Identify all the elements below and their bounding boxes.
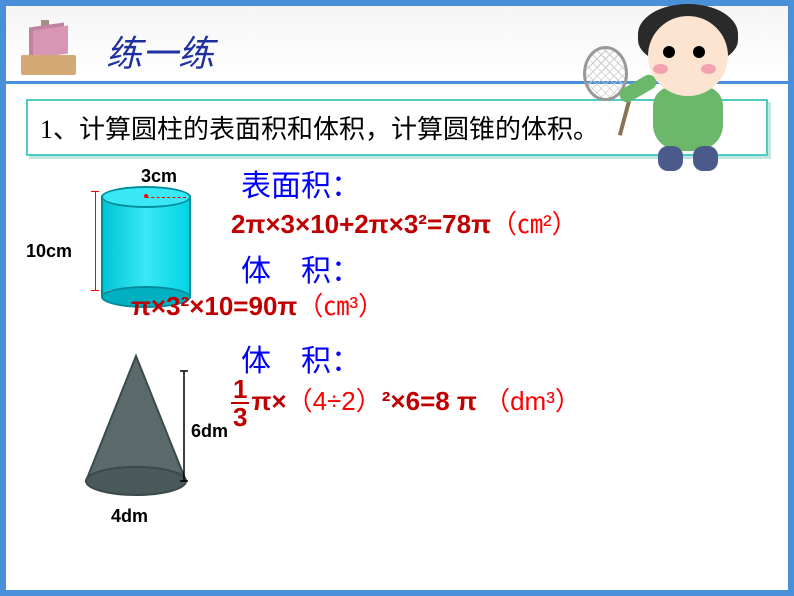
book-house-icon [21,20,81,75]
surface-area-formula: 2π×3×10+2π×3²=78π（㎝²） [231,204,578,241]
cylinder-shape [101,186,191,301]
cone-shape [81,351,196,506]
content-area: 3cm 10cm 表面积： 2π×3×10+2π×3²=78π（㎝²） 体 积：… [6,156,788,176]
header-title: 练一练 [106,25,214,77]
cylinder-volume-formula: π×3²×10=90π（㎝³） [131,286,384,323]
cone-volume-formula: 1 3 π×（4÷2）²×6=8 π （dm³） [231,376,581,430]
cylinder-height-label: 10cm [26,241,72,262]
cartoon-character [593,0,773,186]
cone-figure: 6dm 4dm [66,351,226,511]
surface-area-label: 表面积： [241,161,361,205]
cone-volume-label: 体 积： [241,336,361,380]
cone-height-label: 6dm [191,421,228,442]
fraction-one-third: 1 3 [231,376,249,430]
cone-base-label: 4dm [111,506,148,527]
cylinder-radius-label: 3cm [141,166,177,187]
cylinder-volume-label: 体 积： [241,246,361,290]
